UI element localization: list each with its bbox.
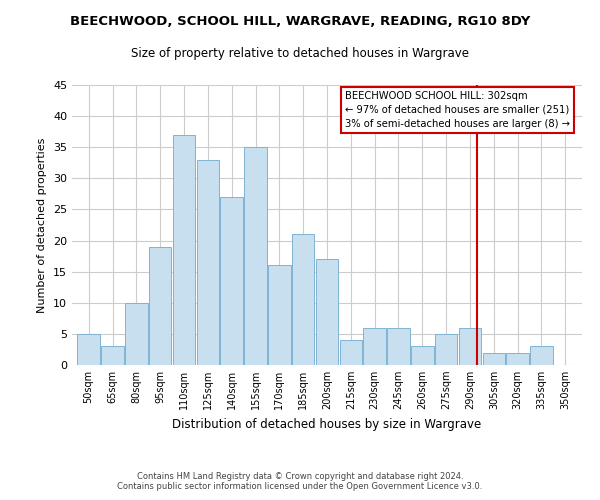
Bar [77, 334, 100, 365]
Bar [340, 340, 362, 365]
Bar [482, 352, 505, 365]
Bar [411, 346, 434, 365]
X-axis label: Distribution of detached houses by size in Wargrave: Distribution of detached houses by size … [172, 418, 482, 430]
Bar [173, 135, 195, 365]
Bar [364, 328, 386, 365]
Bar [530, 346, 553, 365]
Bar [316, 259, 338, 365]
Bar [244, 147, 267, 365]
Bar [387, 328, 410, 365]
Bar [292, 234, 314, 365]
Text: Contains HM Land Registry data © Crown copyright and database right 2024.: Contains HM Land Registry data © Crown c… [137, 472, 463, 481]
Bar [125, 303, 148, 365]
Bar [435, 334, 457, 365]
Text: BEECHWOOD, SCHOOL HILL, WARGRAVE, READING, RG10 8DY: BEECHWOOD, SCHOOL HILL, WARGRAVE, READIN… [70, 15, 530, 28]
Bar [101, 346, 124, 365]
Bar [459, 328, 481, 365]
Text: BEECHWOOD SCHOOL HILL: 302sqm
← 97% of detached houses are smaller (251)
3% of s: BEECHWOOD SCHOOL HILL: 302sqm ← 97% of d… [345, 90, 570, 128]
Bar [149, 247, 172, 365]
Bar [268, 266, 290, 365]
Bar [197, 160, 219, 365]
Bar [220, 197, 243, 365]
Bar [506, 352, 529, 365]
Y-axis label: Number of detached properties: Number of detached properties [37, 138, 47, 312]
Text: Size of property relative to detached houses in Wargrave: Size of property relative to detached ho… [131, 48, 469, 60]
Text: Contains public sector information licensed under the Open Government Licence v3: Contains public sector information licen… [118, 482, 482, 491]
